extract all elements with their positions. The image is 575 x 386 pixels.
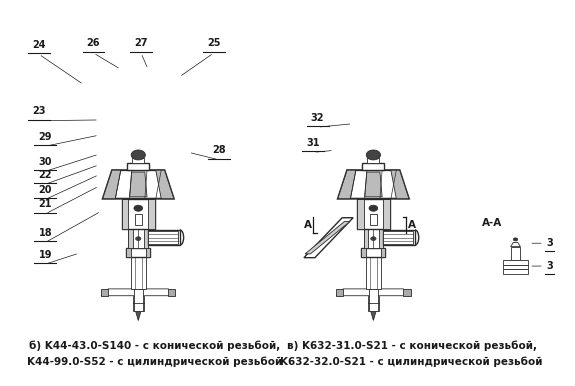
Polygon shape (136, 311, 141, 320)
Polygon shape (336, 289, 411, 296)
Text: 30: 30 (39, 157, 52, 167)
Text: 25: 25 (207, 39, 220, 49)
Bar (383, 230, 415, 245)
Bar (148, 232, 178, 244)
Polygon shape (101, 289, 108, 296)
Bar (362, 163, 384, 170)
Text: A-A: A-A (482, 218, 503, 228)
Polygon shape (129, 172, 147, 197)
Bar (369, 289, 378, 311)
Polygon shape (103, 170, 174, 199)
Polygon shape (144, 229, 148, 248)
Bar (383, 232, 413, 244)
Bar (368, 296, 379, 311)
Polygon shape (511, 242, 520, 247)
Polygon shape (383, 199, 390, 229)
Bar (122, 199, 155, 229)
Text: K44-99.0-S52 - с цилиндрической резьбой: K44-99.0-S52 - с цилиндрической резьбой (27, 357, 282, 367)
Text: 18: 18 (39, 228, 52, 238)
Polygon shape (379, 229, 383, 248)
Circle shape (513, 238, 518, 241)
Bar (370, 214, 377, 225)
Bar (127, 163, 149, 170)
Text: б) K44-43.0-S140 - с конической резьбой,: б) K44-43.0-S140 - с конической резьбой, (29, 341, 280, 351)
Bar (126, 248, 150, 257)
Text: 28: 28 (212, 146, 226, 156)
Circle shape (369, 205, 378, 211)
Bar (357, 199, 390, 229)
Text: A: A (408, 220, 416, 230)
Text: 20: 20 (39, 185, 52, 195)
Polygon shape (381, 248, 385, 257)
Bar (133, 296, 144, 311)
Polygon shape (103, 170, 121, 199)
Polygon shape (128, 229, 133, 248)
Polygon shape (101, 289, 175, 296)
Polygon shape (338, 170, 409, 199)
Polygon shape (365, 172, 382, 197)
Polygon shape (363, 229, 368, 248)
Text: 31: 31 (306, 138, 320, 148)
Text: 27: 27 (134, 39, 148, 49)
Polygon shape (404, 289, 411, 296)
Polygon shape (146, 248, 150, 257)
Circle shape (131, 150, 145, 160)
Text: A: A (304, 220, 312, 230)
Text: 26: 26 (87, 39, 100, 49)
Polygon shape (122, 199, 128, 229)
Polygon shape (357, 199, 363, 229)
Bar (134, 289, 143, 311)
Polygon shape (148, 199, 155, 229)
Bar (363, 229, 383, 248)
Text: 22: 22 (39, 170, 52, 180)
Text: 24: 24 (32, 40, 45, 50)
Polygon shape (338, 170, 356, 199)
Polygon shape (305, 222, 350, 254)
Bar (131, 257, 146, 289)
Text: K632-32.0-S21 - с цилиндрической резьбой: K632-32.0-S21 - с цилиндрической резьбой (281, 357, 543, 367)
Bar (361, 248, 385, 257)
Polygon shape (168, 289, 175, 296)
Bar (132, 157, 144, 163)
Polygon shape (126, 248, 131, 257)
Polygon shape (156, 170, 174, 199)
Text: 21: 21 (39, 200, 52, 210)
Text: 19: 19 (39, 250, 52, 260)
Bar (148, 230, 180, 245)
Circle shape (366, 150, 381, 160)
Text: 3: 3 (546, 238, 553, 248)
Bar (504, 264, 527, 269)
Circle shape (136, 237, 141, 240)
Circle shape (371, 237, 376, 240)
Bar (128, 229, 148, 248)
Polygon shape (304, 218, 353, 258)
Polygon shape (371, 311, 376, 320)
Text: 3: 3 (546, 261, 553, 271)
Polygon shape (361, 248, 366, 257)
Bar (504, 269, 527, 274)
Bar (504, 260, 527, 264)
Bar (511, 247, 520, 260)
Bar (366, 257, 381, 289)
Bar (367, 157, 380, 163)
Text: 32: 32 (311, 113, 324, 123)
Polygon shape (336, 289, 343, 296)
Text: в) K632-31.0-S21 - с конической резьбой,: в) K632-31.0-S21 - с конической резьбой, (287, 341, 536, 351)
Circle shape (134, 205, 143, 211)
Text: 23: 23 (32, 106, 45, 116)
Polygon shape (391, 170, 409, 199)
Text: 29: 29 (39, 132, 52, 142)
Bar (135, 214, 141, 225)
